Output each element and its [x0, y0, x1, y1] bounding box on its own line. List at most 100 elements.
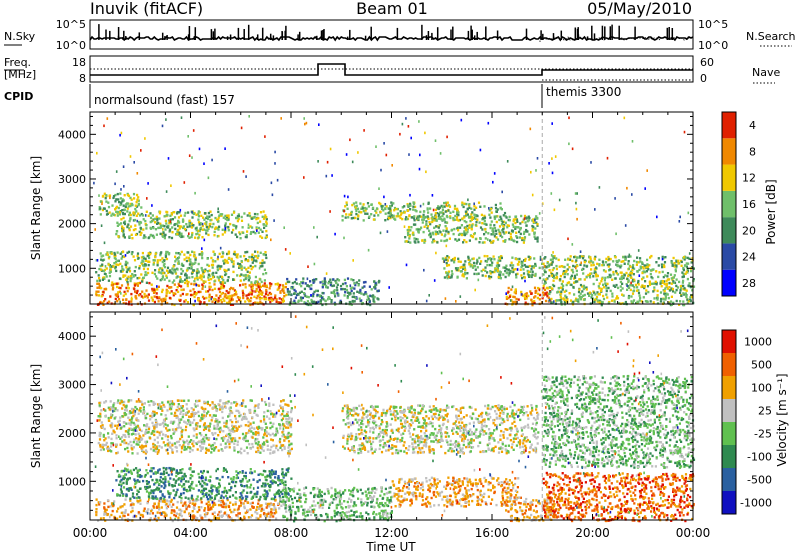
- data-cell: [509, 232, 512, 236]
- data-cell: [236, 219, 239, 223]
- data-cell: [629, 288, 632, 292]
- data-cell: [431, 241, 434, 244]
- scatter-cell: [626, 284, 628, 287]
- data-cell: [652, 282, 655, 285]
- data-cell: [364, 212, 367, 215]
- data-cell: [514, 221, 517, 225]
- data-cell: [184, 496, 187, 499]
- data-cell: [337, 279, 341, 282]
- data-cell: [125, 286, 128, 290]
- data-cell: [127, 205, 130, 208]
- data-cell: [147, 495, 150, 498]
- data-cell: [350, 278, 353, 281]
- data-cell: [566, 263, 569, 266]
- data-cell: [349, 287, 352, 290]
- data-cell: [166, 214, 169, 217]
- data-cell: [163, 515, 166, 518]
- data-cell: [238, 296, 242, 300]
- scatter-cell: [367, 248, 370, 252]
- data-cell: [588, 291, 591, 294]
- data-cell: [595, 275, 598, 278]
- data-cell: [177, 216, 181, 219]
- data-cell: [222, 402, 225, 405]
- data-cell: [156, 277, 159, 280]
- scatter-cell: [270, 238, 272, 242]
- data-cell: [288, 488, 291, 491]
- data-cell: [237, 472, 240, 475]
- data-cell: [126, 518, 130, 521]
- data-cell: [256, 294, 259, 298]
- data-cell: [258, 297, 261, 300]
- data-cell: [141, 251, 144, 255]
- nave-label: Nave: [752, 66, 780, 79]
- data-cell: [193, 283, 196, 286]
- data-cell: [594, 271, 597, 274]
- data-cell: [689, 299, 692, 302]
- data-cell: [169, 477, 172, 480]
- data-cell: [384, 219, 387, 222]
- data-cell: [476, 260, 479, 263]
- data-cell: [239, 232, 242, 236]
- scatter-cell: [656, 215, 658, 219]
- data-cell: [129, 279, 132, 283]
- data-cell: [419, 228, 422, 231]
- data-cell: [240, 268, 243, 271]
- data-cell: [260, 504, 263, 507]
- data-cell: [219, 267, 222, 270]
- scatter-cell: [179, 208, 182, 212]
- data-cell: [198, 476, 201, 479]
- data-cell: [162, 470, 166, 473]
- data-cell: [248, 271, 251, 274]
- data-cell: [202, 216, 205, 219]
- data-cell: [206, 257, 209, 260]
- data-cell: [671, 287, 674, 291]
- scatter-cell: [386, 230, 389, 233]
- data-cell: [218, 287, 221, 290]
- data-cell: [660, 263, 663, 266]
- data-cell: [202, 275, 205, 278]
- data-cell: [139, 502, 142, 505]
- data-cell: [510, 288, 513, 291]
- data-cell: [271, 425, 274, 428]
- data-cell: [103, 268, 106, 272]
- data-cell: [251, 471, 254, 475]
- data-cell: [153, 444, 156, 447]
- data-cell: [175, 471, 178, 474]
- data-cell: [376, 297, 379, 300]
- data-cell: [546, 277, 549, 280]
- data-cell: [466, 207, 469, 210]
- scatter-cell: [247, 223, 250, 227]
- data-cell: [445, 271, 448, 275]
- data-cell: [270, 508, 273, 511]
- data-cell: [626, 288, 629, 291]
- scatter-cell: [492, 180, 494, 184]
- data-cell: [221, 405, 224, 408]
- data-cell: [168, 221, 171, 225]
- data-cell: [138, 496, 141, 499]
- data-cell: [267, 298, 270, 301]
- data-cell: [270, 473, 273, 476]
- data-cell: [268, 502, 271, 506]
- data-cell: [105, 253, 108, 256]
- data-cell: [456, 268, 459, 272]
- data-cell: [465, 220, 468, 224]
- scatter-cell: [98, 194, 100, 197]
- data-cell: [130, 300, 133, 303]
- data-cell: [182, 488, 185, 491]
- data-cell: [162, 231, 165, 235]
- data-cell: [254, 510, 257, 514]
- data-cell: [259, 278, 262, 281]
- data-cell: [165, 222, 168, 225]
- data-cell: [325, 284, 328, 288]
- data-cell: [529, 290, 532, 293]
- data-cell: [685, 270, 688, 273]
- data-cell: [224, 293, 227, 296]
- data-cell: [575, 297, 578, 300]
- data-cell: [180, 262, 184, 266]
- data-cell: [157, 226, 160, 230]
- data-cell: [179, 412, 182, 415]
- scatter-cell: [331, 174, 333, 177]
- data-cell: [503, 240, 507, 243]
- data-cell: [129, 469, 132, 472]
- data-cell: [336, 289, 339, 292]
